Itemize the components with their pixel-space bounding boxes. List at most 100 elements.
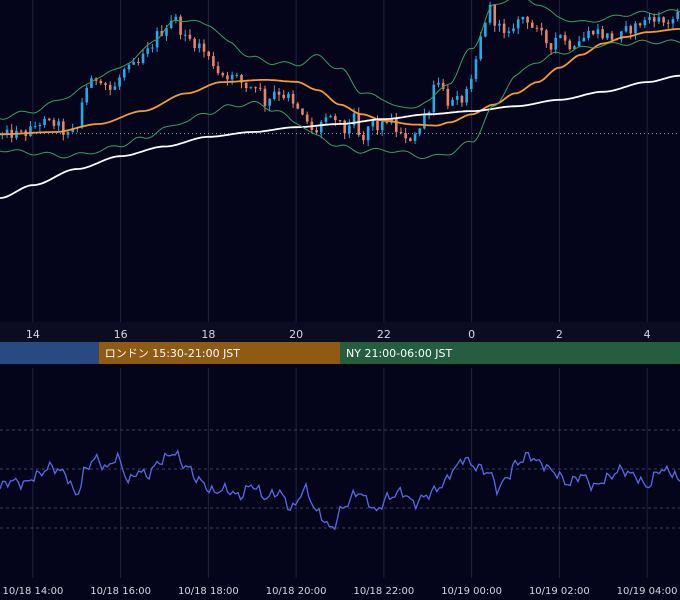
- long-sma-line: [0, 74, 680, 199]
- candle-body: [549, 43, 553, 50]
- candle-body: [587, 30, 590, 38]
- candle-body: [629, 26, 633, 34]
- candle-body: [535, 27, 539, 29]
- session-block: [0, 342, 99, 364]
- candle-body: [57, 121, 60, 126]
- candle-body: [287, 93, 290, 98]
- candle-body: [498, 23, 501, 26]
- session-label: NY 21:00-06:00 JST: [346, 347, 453, 360]
- candle-body: [305, 114, 309, 122]
- candle-body: [66, 131, 70, 135]
- bollinger-lower-line: [0, 39, 680, 160]
- candle-body: [132, 61, 135, 65]
- candle-body: [624, 26, 628, 32]
- candle-body: [348, 125, 351, 134]
- candle-body: [226, 75, 229, 80]
- oscillator-x-tick-label: 10/18 22:00: [353, 586, 414, 597]
- candle-body: [198, 43, 201, 49]
- price-x-tick-label: 2: [556, 328, 563, 341]
- candle-body: [545, 30, 548, 44]
- candle-body: [301, 108, 304, 115]
- candle-body: [521, 16, 525, 20]
- candle-body: [169, 20, 173, 28]
- session-block: [98, 342, 340, 364]
- oscillator-x-tick-label: 10/19 02:00: [529, 586, 590, 597]
- candle-body: [559, 35, 562, 38]
- candle-body: [385, 121, 389, 123]
- session-label: ロンドン 15:30-21:00 JST: [105, 347, 241, 360]
- candle-body: [657, 17, 661, 22]
- price-x-tick-label: 14: [26, 328, 40, 341]
- candle-body: [648, 17, 651, 21]
- candle-body: [141, 53, 145, 63]
- candle-body: [315, 129, 318, 133]
- candle-body: [122, 69, 126, 78]
- candle-body: [47, 118, 51, 121]
- candle-body: [291, 93, 295, 104]
- price-x-axis: 14 16 18 20 22 0 2 4: [0, 322, 680, 342]
- candle-body: [5, 129, 9, 134]
- candle-body: [470, 78, 473, 90]
- candle-body: [99, 80, 103, 84]
- candle-body: [179, 16, 182, 35]
- oscillator-x-axis: 10/18 14:00 10/18 16:00 10/18 18:00 10/18 2…: [2, 586, 677, 597]
- candle-body: [357, 113, 361, 135]
- candle-body: [432, 84, 436, 113]
- candle-body: [343, 120, 346, 134]
- candle-body: [52, 120, 56, 126]
- oscillator-x-tick-label: 10/19 00:00: [441, 586, 502, 597]
- oscillator-x-tick-label: 10/18 20:00: [266, 586, 327, 597]
- candle-body: [507, 31, 511, 33]
- candle-body: [446, 88, 450, 106]
- candle-body: [441, 82, 445, 89]
- price-x-tick-label: 0: [468, 328, 475, 341]
- candle-body: [258, 87, 262, 89]
- candle-body: [573, 46, 576, 50]
- oscillator-panel: [0, 449, 680, 531]
- oscillator-x-tick-label: 10/18 16:00: [90, 586, 151, 597]
- candle-body: [409, 138, 412, 141]
- candle-body: [183, 34, 187, 36]
- candle-body: [394, 118, 398, 132]
- candle-body: [62, 121, 65, 135]
- candle-body: [118, 77, 121, 87]
- candle-body: [334, 116, 337, 121]
- candle-body: [165, 27, 168, 36]
- session-block: [340, 342, 680, 364]
- candle-body: [596, 29, 600, 35]
- candle-body: [80, 102, 84, 128]
- candle-body: [104, 83, 107, 85]
- candle-body: [465, 89, 468, 103]
- candle-body: [634, 23, 637, 34]
- candle-body: [273, 91, 276, 99]
- candle-body: [399, 131, 403, 134]
- candle-body: [451, 99, 454, 106]
- candle-body: [479, 36, 482, 60]
- candle-body: [437, 82, 440, 85]
- price-x-tick-label: 20: [289, 328, 303, 341]
- candle-body: [418, 128, 422, 135]
- candle-body: [474, 59, 478, 79]
- candle-body: [662, 17, 665, 23]
- candle-body: [502, 23, 506, 33]
- candle-body: [296, 103, 300, 109]
- candle-body: [174, 16, 178, 21]
- candle-body: [427, 112, 431, 115]
- candle-body: [591, 30, 595, 35]
- price-panel: [0, 0, 680, 199]
- candle-body: [137, 61, 140, 63]
- candle-body: [188, 34, 192, 39]
- candle-body: [366, 126, 370, 141]
- candle-body: [380, 121, 384, 131]
- candle-body: [277, 91, 281, 95]
- candle-body: [146, 48, 150, 54]
- candle-body: [235, 74, 239, 76]
- candle-body: [127, 64, 131, 70]
- price-x-tick-label: 22: [377, 328, 391, 341]
- candle-body: [216, 66, 220, 74]
- bollinger-upper-line: [0, 0, 680, 120]
- candle-body: [263, 88, 267, 106]
- candle-body: [671, 19, 675, 24]
